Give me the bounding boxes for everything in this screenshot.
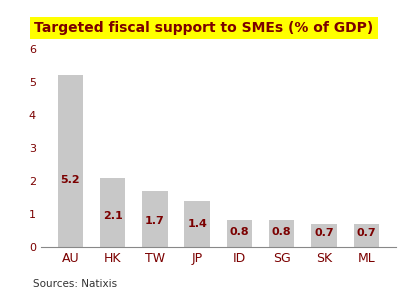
Bar: [184, 201, 210, 247]
Bar: [227, 220, 252, 247]
Text: Sources: Natixis: Sources: Natixis: [33, 279, 117, 289]
Text: Targeted fiscal support to SMEs (% of GDP): Targeted fiscal support to SMEs (% of GD…: [34, 21, 374, 35]
Text: 0.7: 0.7: [356, 228, 376, 238]
Text: 0.8: 0.8: [272, 227, 291, 237]
Bar: [100, 178, 125, 247]
Bar: [353, 224, 379, 247]
Text: 5.2: 5.2: [60, 175, 80, 185]
Bar: [58, 75, 83, 247]
Text: 0.7: 0.7: [314, 228, 334, 238]
Bar: [269, 220, 294, 247]
Text: 2.1: 2.1: [103, 211, 122, 221]
Text: 1.4: 1.4: [187, 219, 207, 229]
Bar: [311, 224, 337, 247]
Text: 1.7: 1.7: [145, 216, 165, 225]
Bar: [142, 191, 168, 247]
Text: 0.8: 0.8: [230, 227, 249, 237]
